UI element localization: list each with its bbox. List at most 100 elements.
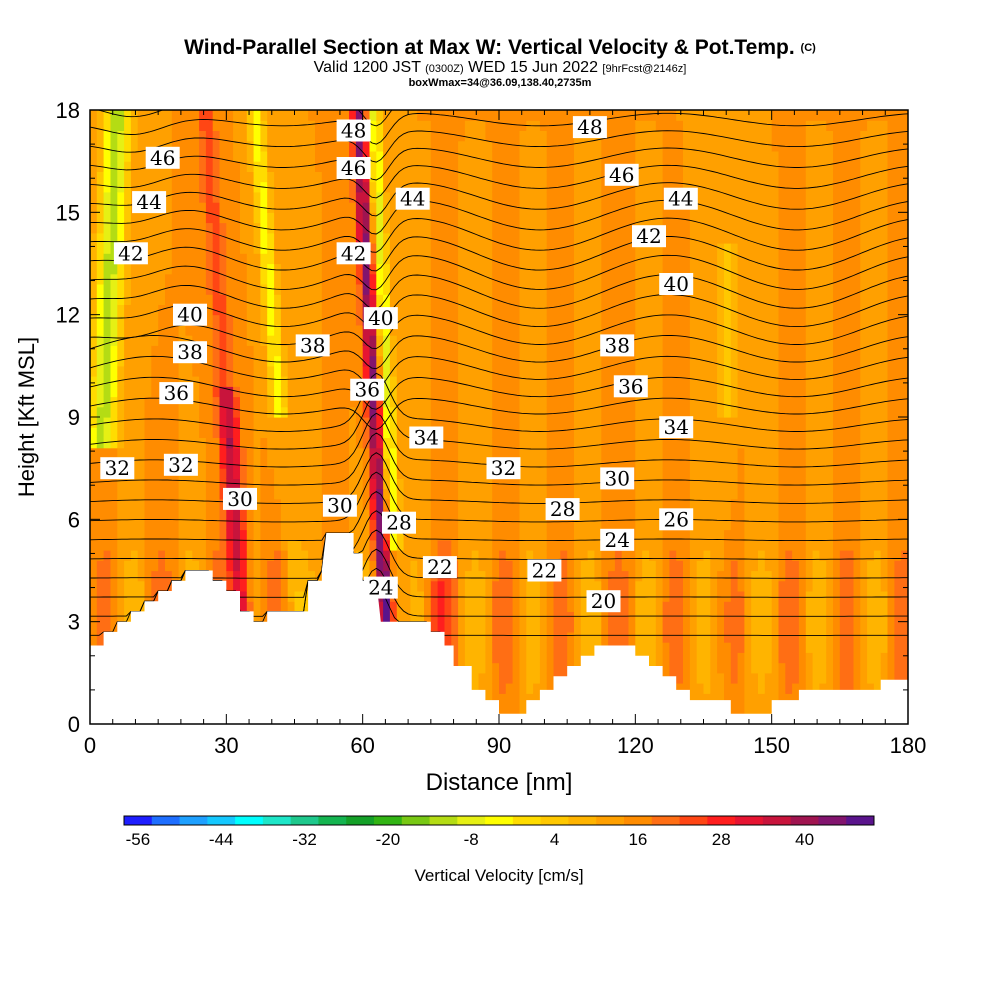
velocity-cell xyxy=(96,621,105,633)
velocity-cell xyxy=(171,222,180,234)
velocity-cell xyxy=(328,365,336,377)
velocity-cell xyxy=(158,110,166,121)
velocity-cell xyxy=(471,611,480,623)
velocity-cell xyxy=(567,345,575,357)
velocity-cell xyxy=(539,243,548,254)
velocity-cell xyxy=(499,171,507,183)
velocity-cell xyxy=(90,437,98,449)
velocity-cell xyxy=(396,222,405,234)
velocity-cell xyxy=(567,273,575,285)
velocity-cell xyxy=(274,263,282,275)
velocity-cell xyxy=(649,120,657,131)
velocity-cell xyxy=(130,171,139,183)
velocity-cell xyxy=(451,601,459,612)
velocity-cell xyxy=(444,202,452,213)
velocity-cell xyxy=(533,202,541,213)
velocity-cell xyxy=(96,550,105,561)
velocity-cell xyxy=(96,427,105,438)
velocity-cell xyxy=(594,110,602,121)
velocity-cell xyxy=(226,355,234,367)
velocity-cell xyxy=(192,202,200,213)
velocity-cell xyxy=(417,386,425,398)
velocity-cell xyxy=(219,314,227,326)
velocity-cell xyxy=(96,253,105,265)
velocity-cell xyxy=(301,580,309,592)
velocity-cell xyxy=(117,120,125,131)
velocity-cell xyxy=(328,447,336,459)
velocity-cell xyxy=(124,284,132,295)
velocity-cell xyxy=(628,150,636,162)
velocity-cell xyxy=(512,324,520,336)
velocity-cell xyxy=(205,243,214,254)
velocity-cell xyxy=(205,232,214,244)
velocity-cell xyxy=(594,529,602,541)
velocity-cell xyxy=(192,560,200,572)
velocity-cell xyxy=(376,478,384,490)
velocity-cell xyxy=(539,161,548,172)
velocity-cell xyxy=(546,202,555,213)
velocity-cell xyxy=(321,130,330,142)
velocity-cell xyxy=(192,140,200,152)
velocity-cell xyxy=(608,621,616,633)
velocity-cell xyxy=(533,273,541,285)
velocity-cell xyxy=(642,120,650,131)
velocity-cell xyxy=(464,550,473,561)
velocity-cell xyxy=(301,550,309,561)
velocity-cell xyxy=(321,253,330,265)
velocity-cell xyxy=(567,120,575,131)
velocity-cell xyxy=(587,570,595,582)
velocity-cell xyxy=(110,324,118,336)
velocity-cell xyxy=(553,335,561,346)
velocity-cell xyxy=(389,202,398,213)
velocity-cell xyxy=(205,478,214,490)
velocity-cell xyxy=(308,447,316,459)
velocity-cell xyxy=(301,314,309,326)
velocity-cell xyxy=(178,478,186,490)
velocity-cell xyxy=(492,652,500,664)
velocity-cell xyxy=(499,181,507,193)
velocity-cell xyxy=(233,191,241,203)
velocity-cell xyxy=(301,212,309,224)
velocity-cell xyxy=(519,222,527,234)
velocity-cell xyxy=(649,396,657,408)
velocity-cell xyxy=(335,376,343,387)
velocity-cell xyxy=(274,488,282,500)
velocity-cell xyxy=(144,253,152,265)
velocity-cell xyxy=(512,417,520,428)
velocity-cell xyxy=(635,468,643,479)
velocity-cell xyxy=(280,263,289,275)
velocity-cell xyxy=(328,202,336,213)
velocity-cell xyxy=(560,324,568,336)
velocity-cell xyxy=(280,243,289,254)
velocity-cell xyxy=(574,222,582,234)
velocity-cell xyxy=(158,519,166,531)
velocity-cell xyxy=(471,110,480,121)
velocity-cell xyxy=(342,427,350,438)
velocity-cell xyxy=(533,110,541,121)
velocity-cell xyxy=(308,478,316,490)
velocity-cell xyxy=(628,304,636,316)
velocity-cell xyxy=(233,243,241,254)
velocity-cell xyxy=(560,284,568,295)
velocity-cell xyxy=(192,427,200,438)
velocity-cell xyxy=(308,294,316,305)
velocity-cell xyxy=(403,376,411,387)
velocity-cell xyxy=(526,652,534,664)
velocity-cell xyxy=(424,457,432,469)
velocity-cell xyxy=(205,304,214,316)
velocity-cell xyxy=(260,314,268,326)
velocity-cell xyxy=(628,273,636,285)
velocity-cell xyxy=(158,232,166,244)
velocity-cell xyxy=(499,631,507,643)
velocity-cell xyxy=(280,345,289,357)
velocity-cell xyxy=(424,314,432,326)
velocity-cell xyxy=(614,273,623,285)
velocity-cell xyxy=(287,150,296,162)
velocity-cell xyxy=(294,212,302,224)
velocity-cell xyxy=(158,171,166,183)
velocity-cell xyxy=(471,130,480,142)
velocity-cell xyxy=(614,202,623,213)
velocity-cell xyxy=(601,406,609,418)
velocity-cell xyxy=(369,140,377,152)
